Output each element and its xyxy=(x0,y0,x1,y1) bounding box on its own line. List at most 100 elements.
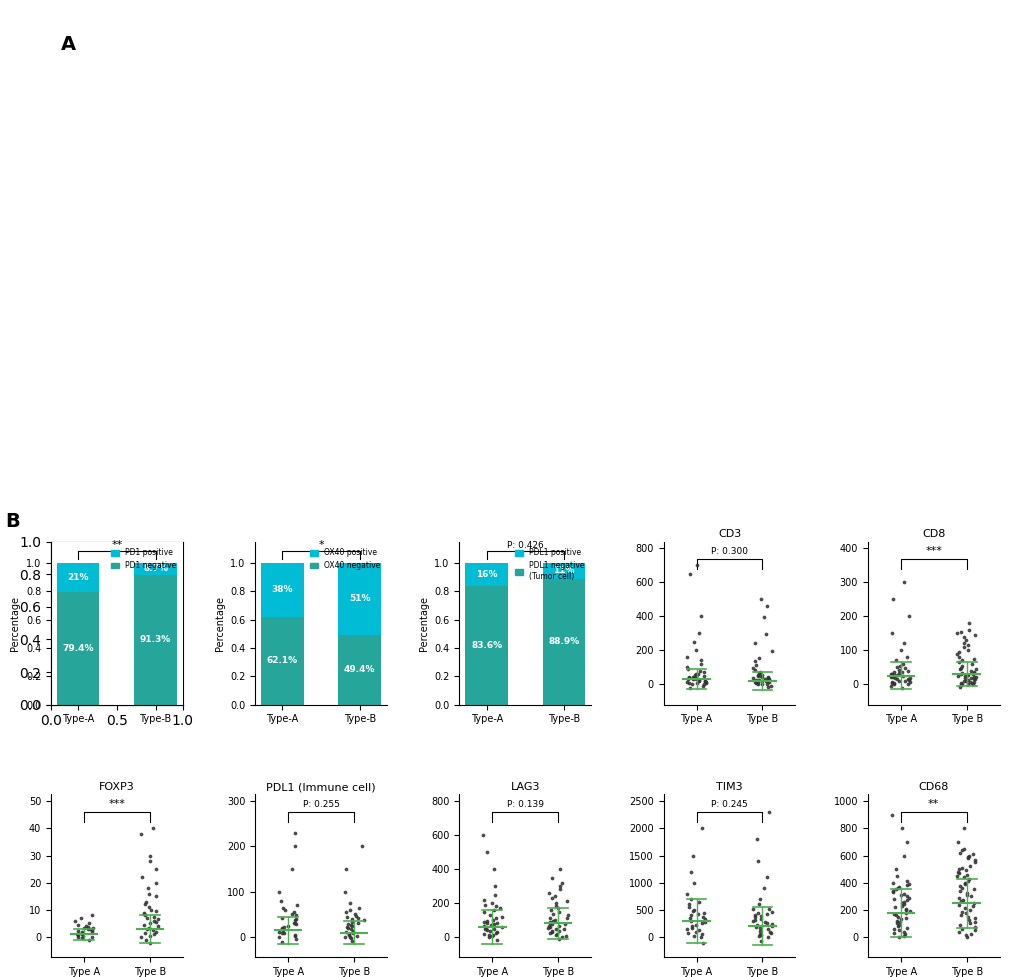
Point xyxy=(141,900,157,915)
Point xyxy=(749,674,765,690)
Point xyxy=(555,921,572,937)
Point xyxy=(344,923,361,939)
Point xyxy=(949,646,965,661)
Point xyxy=(749,667,765,683)
Text: 21%: 21% xyxy=(67,573,89,582)
Point xyxy=(753,666,769,682)
Point xyxy=(964,676,980,692)
Point xyxy=(951,679,967,695)
Point xyxy=(952,623,968,639)
Point xyxy=(760,804,776,820)
Point xyxy=(683,864,699,879)
Point xyxy=(760,902,776,917)
Point xyxy=(286,915,303,931)
Point xyxy=(276,902,292,917)
Point xyxy=(900,890,916,906)
Point xyxy=(340,927,357,943)
Point xyxy=(965,674,981,690)
Point xyxy=(750,928,766,944)
Point xyxy=(956,870,972,885)
Point xyxy=(697,674,713,690)
Point xyxy=(890,918,906,934)
Point xyxy=(338,910,355,925)
Y-axis label: Percentage: Percentage xyxy=(214,596,224,651)
Point xyxy=(953,653,969,668)
Point xyxy=(951,878,967,894)
Point xyxy=(952,659,968,675)
Point xyxy=(953,921,969,937)
Point xyxy=(551,862,568,877)
Y-axis label: Percentage: Percentage xyxy=(10,596,20,651)
Point xyxy=(338,919,355,935)
Point xyxy=(142,848,158,864)
Title: CD68: CD68 xyxy=(918,783,948,792)
Point xyxy=(901,672,917,688)
Point xyxy=(557,928,574,944)
Point xyxy=(955,629,971,645)
Point xyxy=(966,922,982,938)
Point xyxy=(955,841,971,857)
Point xyxy=(889,869,905,884)
Point xyxy=(690,673,706,689)
Point xyxy=(751,920,767,936)
Point xyxy=(886,925,902,941)
Point xyxy=(132,826,149,841)
Point xyxy=(882,669,899,685)
Point xyxy=(959,637,975,653)
Point xyxy=(890,662,906,678)
Point xyxy=(476,913,492,929)
Point xyxy=(487,911,503,926)
Point xyxy=(895,928,911,944)
Point xyxy=(964,846,980,862)
Point xyxy=(758,907,774,922)
Point xyxy=(145,922,161,938)
Point xyxy=(966,671,982,687)
Point xyxy=(337,862,354,877)
Point xyxy=(355,913,371,928)
Point xyxy=(79,921,96,937)
Point xyxy=(960,616,976,631)
Point xyxy=(748,675,764,691)
Point xyxy=(146,926,162,942)
Point xyxy=(148,924,164,940)
Point xyxy=(551,881,568,897)
Point xyxy=(966,852,982,868)
Point xyxy=(952,666,968,682)
Point xyxy=(685,669,701,685)
Point xyxy=(341,929,358,945)
Title: FOXP3: FOXP3 xyxy=(99,783,135,792)
Point xyxy=(692,609,708,624)
Point xyxy=(84,922,100,938)
Point xyxy=(893,887,909,903)
Point xyxy=(959,672,975,688)
Point xyxy=(951,883,967,899)
Point xyxy=(274,911,290,926)
Point xyxy=(952,677,968,693)
Point xyxy=(950,644,966,659)
Point xyxy=(287,913,304,928)
Point xyxy=(956,901,972,916)
Bar xyxy=(465,563,507,586)
Point xyxy=(683,918,699,934)
Point xyxy=(950,655,966,670)
Point xyxy=(746,674,762,690)
Point xyxy=(890,667,906,683)
Point xyxy=(887,862,903,877)
Text: 8.7%: 8.7% xyxy=(143,565,168,573)
Point xyxy=(758,676,774,692)
Point xyxy=(959,850,975,866)
Point xyxy=(956,668,972,684)
Point xyxy=(887,900,903,915)
Point xyxy=(692,656,708,671)
Bar xyxy=(338,635,381,704)
Point xyxy=(684,904,700,919)
Point xyxy=(882,678,899,694)
Point xyxy=(67,913,84,928)
Point xyxy=(687,666,703,682)
Text: P: 0.245: P: 0.245 xyxy=(710,800,747,809)
Point xyxy=(751,663,767,679)
Point xyxy=(488,924,504,940)
Point xyxy=(952,894,968,910)
Point xyxy=(341,902,358,917)
Bar xyxy=(261,616,304,704)
